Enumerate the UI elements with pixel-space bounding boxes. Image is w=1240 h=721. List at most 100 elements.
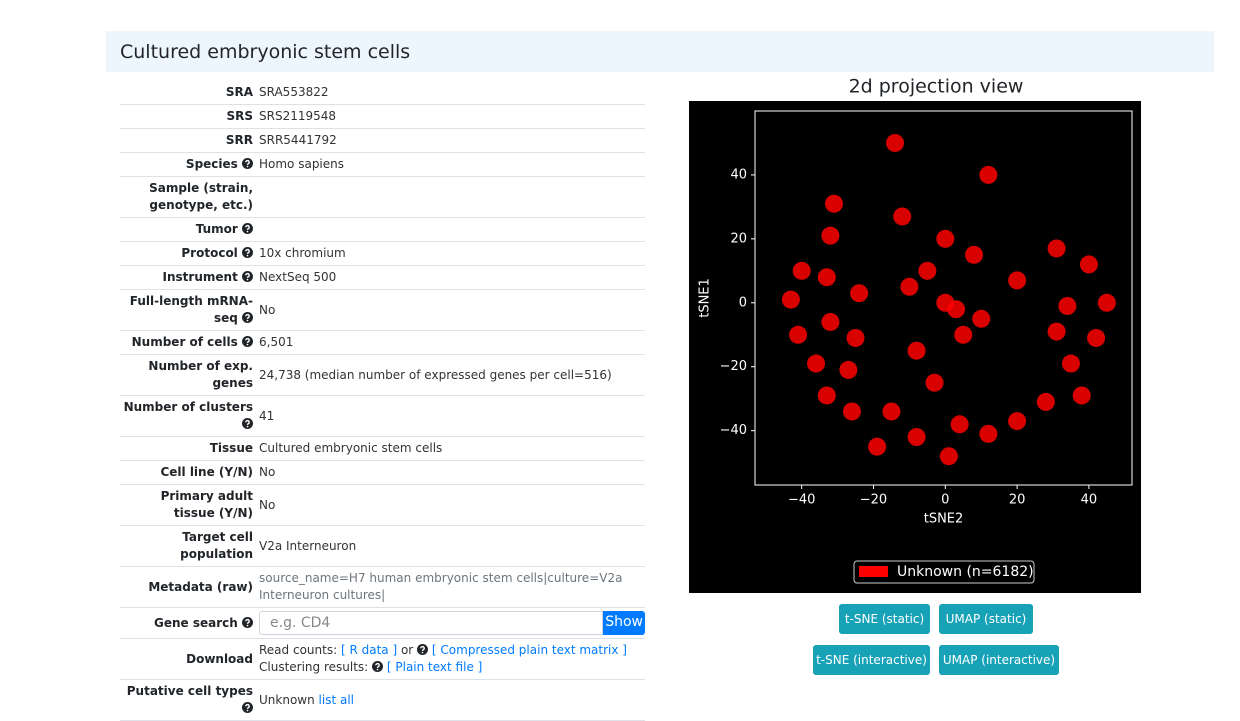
label-text: SRR xyxy=(225,133,253,147)
y-tick-label: 0 xyxy=(739,295,747,310)
help-icon[interactable] xyxy=(372,661,384,672)
row-label: Instrument xyxy=(120,265,259,290)
label-text: Number of cells xyxy=(131,335,238,349)
row-value: SRA553822 xyxy=(259,81,645,105)
download-link[interactable]: [ R data ] xyxy=(340,643,398,657)
detail-row: Number of exp. genes 24,738 (median numbe… xyxy=(120,354,645,396)
point xyxy=(1079,255,1098,274)
value-text: Cultured embryonic stem cells xyxy=(259,441,443,455)
detail-row: Download Read counts: [ R data ] or [ Com… xyxy=(120,638,645,680)
help-icon[interactable] xyxy=(242,158,253,169)
help-icon[interactable] xyxy=(417,644,429,655)
point xyxy=(947,300,966,319)
point xyxy=(965,245,984,264)
button[interactable]: UMAP (static) xyxy=(939,604,1033,634)
point xyxy=(839,360,858,379)
label-text: Cell line (Y/N) xyxy=(160,465,253,479)
row-label: SRS xyxy=(120,104,259,129)
value-text: SRA553822 xyxy=(259,85,329,99)
help-icon[interactable] xyxy=(242,702,253,713)
label-text: Number of exp. genes xyxy=(148,359,253,390)
value-text: No xyxy=(259,497,276,512)
y-tick-label: −20 xyxy=(720,359,747,374)
row-value: SRR5441792 xyxy=(259,128,645,153)
help-icon[interactable] xyxy=(242,247,253,258)
detail-row: Instrument NextSeq 500 xyxy=(120,265,645,290)
help-icon[interactable] xyxy=(242,336,253,347)
point xyxy=(950,415,969,434)
detail-row: SRR SRR5441792 xyxy=(120,128,645,153)
point xyxy=(821,312,840,331)
value-text: source_name=H7 human embryonic stem cell… xyxy=(259,571,623,602)
detail-row: Number of cells 6,501 xyxy=(120,330,645,355)
button[interactable]: t-SNE (static) xyxy=(839,604,930,634)
point xyxy=(1087,328,1106,347)
help-icon[interactable] xyxy=(242,223,253,234)
label-text: Download xyxy=(186,651,253,666)
point xyxy=(807,354,826,373)
row-label: Full-length mRNA-seq xyxy=(120,289,259,331)
detail-row: Species Homo sapiens xyxy=(120,152,645,177)
point xyxy=(907,341,926,360)
row-label: Tissue xyxy=(120,436,259,461)
plot-frame xyxy=(754,110,1133,486)
point xyxy=(846,328,865,347)
detail-row: Tumor xyxy=(120,217,645,242)
header: Cultured embryonic stem cells xyxy=(106,31,1214,72)
row-label: Cell line (Y/N) xyxy=(120,460,259,485)
help-icon[interactable] xyxy=(242,271,253,282)
row-value: e.g. CD4 Show xyxy=(259,607,645,639)
row-value: No xyxy=(259,289,645,331)
value-text: No xyxy=(259,465,276,479)
row-label: Putative cell types xyxy=(120,679,259,721)
button[interactable]: UMAP (interactive) xyxy=(939,645,1059,675)
detail-row: Metadata (raw) source_name=H7 human embry… xyxy=(120,566,645,608)
label-text: SRA xyxy=(225,85,253,99)
row-value: Homo sapiens xyxy=(259,152,645,177)
detail-row: Gene search e.g. CD4 Show xyxy=(120,607,645,639)
search-button[interactable]: Show xyxy=(603,611,645,635)
download-link[interactable]: [ Plain text file ] xyxy=(386,660,483,674)
detail-row: Target cell population V2a Interneuron xyxy=(120,525,645,567)
row-label: Number of cells xyxy=(120,330,259,355)
point xyxy=(972,309,991,328)
row-value: source_name=H7 human embryonic stem cell… xyxy=(259,566,645,608)
help-icon[interactable] xyxy=(242,418,253,429)
point xyxy=(1061,354,1080,373)
y-tick-label: 20 xyxy=(730,231,747,246)
link[interactable]: list all xyxy=(318,692,355,707)
point xyxy=(850,284,869,303)
point xyxy=(979,424,998,443)
download-link[interactable]: [ Compressed plain text matrix ] xyxy=(431,643,627,657)
point xyxy=(907,428,926,447)
row-label: Protocol xyxy=(120,241,259,266)
help-icon[interactable] xyxy=(242,616,253,628)
point xyxy=(939,447,958,466)
row-value: 41 xyxy=(259,395,645,437)
x-axis-label: tSNE2 xyxy=(924,512,964,527)
row-value: 10x chromium xyxy=(259,241,645,266)
row-value: Read counts: [ R data ] or [ Compressed … xyxy=(259,638,645,680)
row-label: SRA xyxy=(120,81,259,105)
detail-row: Sample (strain, genotype, etc.) xyxy=(120,176,645,218)
help-icon[interactable] xyxy=(242,312,253,323)
y-axis-label: tSNE1 xyxy=(698,278,713,318)
button[interactable]: t-SNE (interactive) xyxy=(813,645,930,675)
detail-row: Tissue Cultured embryonic stem cells xyxy=(120,436,645,461)
label-text: Tumor xyxy=(195,222,238,236)
label-text: Protocol xyxy=(181,246,238,260)
row-value: 24,738 (median number of expressed genes… xyxy=(259,354,645,396)
point xyxy=(1047,322,1066,341)
detail-row: Full-length mRNA-seq No xyxy=(120,289,645,331)
detail-row: SRA SRA553822 xyxy=(120,81,645,105)
row-label: Number of clusters xyxy=(120,395,259,437)
row-label: SRR xyxy=(120,128,259,153)
detail-row: Number of clusters 41 xyxy=(120,395,645,437)
point xyxy=(1058,296,1077,315)
legend-frame xyxy=(853,560,1035,584)
label-text: Target cell population xyxy=(180,530,253,561)
download-line: Clustering results: [ Plain text file ] xyxy=(259,659,645,676)
search-input[interactable]: e.g. CD4 xyxy=(259,611,604,635)
legend-label: Unknown (n=6182) xyxy=(897,564,1034,580)
point xyxy=(824,194,843,213)
